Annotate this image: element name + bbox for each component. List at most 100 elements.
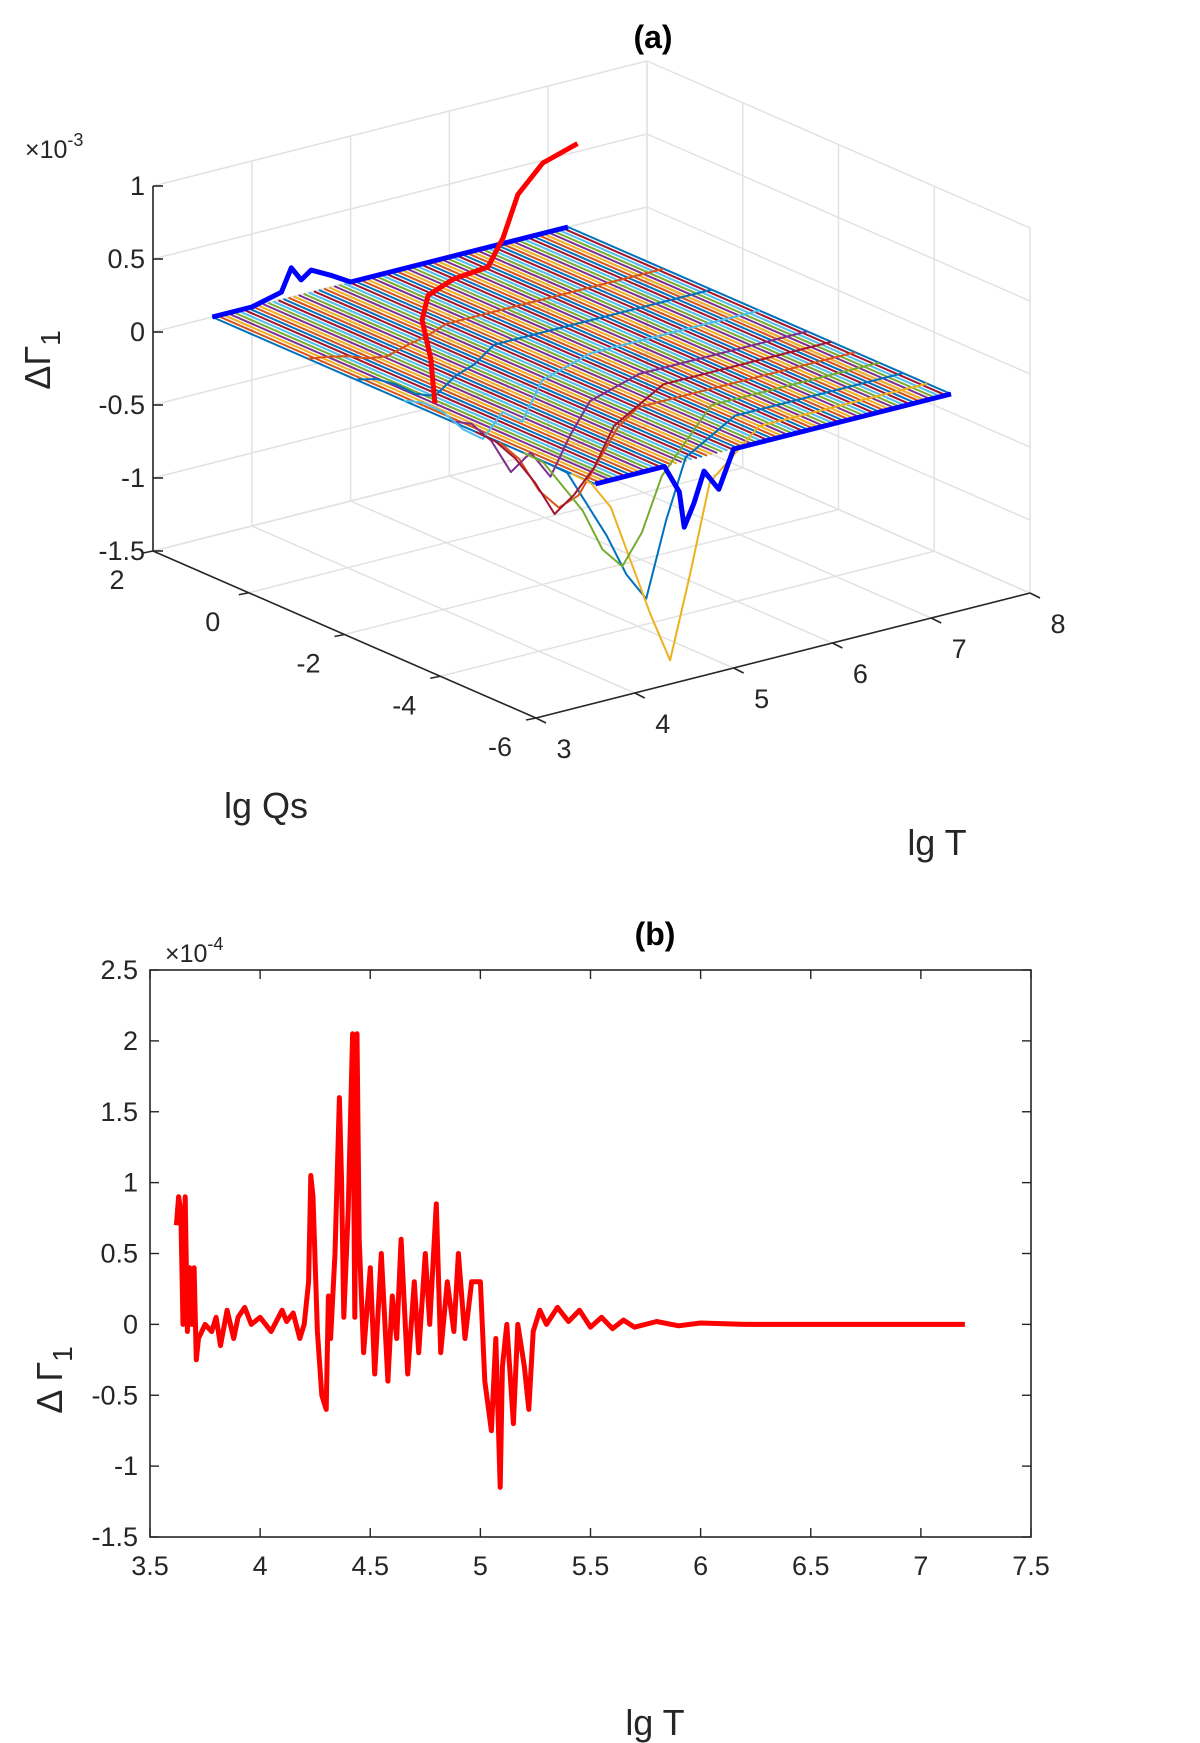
panel-b-y-exponent: ×10-4 <box>165 934 223 968</box>
surface-line <box>323 287 708 457</box>
panel-b-title: (b) <box>635 916 676 952</box>
x-tick-mark <box>832 642 843 649</box>
y-tick-label: 1.5 <box>100 1097 138 1127</box>
surface-line <box>349 281 733 451</box>
y-tick-label: -6 <box>488 732 512 762</box>
grid-line <box>646 60 1031 229</box>
surface-line <box>318 289 703 458</box>
x-tick-label: 7.5 <box>1012 1551 1050 1581</box>
plot-area <box>149 969 1032 1538</box>
surface-line <box>303 292 688 462</box>
x-tick-label: 5 <box>754 684 769 714</box>
surface-line <box>343 282 728 452</box>
series-line <box>570 382 928 662</box>
x-axis-line <box>535 592 1031 719</box>
z-tick-label: -1.5 <box>98 536 145 566</box>
x-tick-mark <box>1029 592 1041 599</box>
y-tick-label: -4 <box>392 690 416 720</box>
x-tick-label: 6.5 <box>792 1551 830 1581</box>
x-tick-label: 3.5 <box>131 1551 169 1581</box>
grid-line <box>440 550 935 677</box>
x-tick-label: 7 <box>952 634 967 664</box>
z-tick-label: -0.5 <box>98 390 145 420</box>
panel-b-plot: 3.5 4 4.5 5 5.5 6 6.5 7 7.5 2.5 2 1.5 1 0.5 0 -0.5 -1 -1.… <box>91 955 1049 1581</box>
surface-line <box>262 303 647 473</box>
surface-line <box>283 298 667 467</box>
panel-b-y-axis-label: Δ Γ1 <box>29 1346 78 1413</box>
y-tick-label: 2 <box>109 565 124 595</box>
y-tick-label: 0 <box>205 607 220 637</box>
surface-line <box>394 269 779 439</box>
grid-line <box>344 508 839 636</box>
grid-line <box>152 133 648 260</box>
x-tick-mark <box>733 667 744 674</box>
surface-line <box>338 283 723 453</box>
x-tick-label: 6 <box>853 659 868 689</box>
grid-line <box>646 133 1031 302</box>
series-line <box>307 267 664 360</box>
surface-line <box>384 272 769 442</box>
z-tick-label: 0.5 <box>107 244 145 274</box>
surface-line <box>272 300 657 470</box>
panel-a-y-axis-label: lg Qs <box>224 785 308 826</box>
series-line <box>475 340 832 515</box>
surface-line <box>354 280 738 449</box>
x-tick-mark <box>634 692 646 699</box>
surface-line <box>364 277 749 447</box>
y-tick-mark <box>238 591 249 596</box>
panel-a-ticks: 3 4 5 6 7 8 2 0 -2 -4 -6 1 0.5 0 -0.5 -1 -1.5 <box>98 171 1065 764</box>
x-tick-label: 8 <box>1050 609 1065 639</box>
surface-line <box>379 273 764 443</box>
surface-line <box>222 313 606 483</box>
grid-line <box>152 352 648 479</box>
surface-line <box>277 299 662 469</box>
z-tick-label: 1 <box>130 171 145 201</box>
grid-line <box>152 425 648 552</box>
x-tick-label: 5.5 <box>572 1551 610 1581</box>
y-tick-mark <box>430 675 441 680</box>
y-tick-label: -2 <box>296 649 320 679</box>
x-tick-label: 7 <box>913 1551 928 1581</box>
surface-line <box>216 314 601 484</box>
y-tick-label: -1 <box>114 1451 138 1481</box>
x-tick-label: 3 <box>556 734 571 764</box>
grid-line <box>152 60 648 187</box>
series-line <box>403 309 760 440</box>
panel-a-x-axis-label: lg T <box>907 822 966 863</box>
x-tick-mark <box>930 617 942 624</box>
surface-line <box>328 286 713 456</box>
surface-line <box>333 285 718 455</box>
series-line <box>211 224 569 320</box>
y-tick-label: 0.5 <box>100 1239 138 1269</box>
y-tick-mark <box>334 633 345 638</box>
grid-line <box>248 467 743 594</box>
surface-line <box>267 301 652 471</box>
surface-line <box>227 312 611 482</box>
surface-line <box>252 305 637 475</box>
grid-line <box>646 206 1031 375</box>
surface-line <box>237 309 622 479</box>
surface-line <box>389 271 774 440</box>
surface-line <box>313 290 698 460</box>
panel-a-title: (a) <box>633 19 672 55</box>
surface-line <box>298 294 683 464</box>
surface-line <box>374 274 759 444</box>
x-tick-label: 4.5 <box>351 1551 389 1581</box>
surface-line <box>308 291 693 461</box>
panel-b: (b) 3.5 4 4.5 5 5.5 6 6.5 7 7.5 2.5 2 1.5 1 0.5 0 -0.5 -… <box>29 916 1050 1743</box>
panel-a-z-axis-label: ΔΓ1 <box>17 330 66 389</box>
z-tick-label: 0 <box>130 317 145 347</box>
series-line <box>594 391 952 530</box>
series-line <box>523 361 880 568</box>
x-tick-label: 4 <box>253 1551 268 1581</box>
x-tick-label: 5 <box>473 1551 488 1581</box>
z-tick-label: -1 <box>121 463 145 493</box>
y-tick-label: -0.5 <box>91 1380 138 1410</box>
panel-b-x-axis-label: lg T <box>625 1702 684 1743</box>
panel-a-series <box>211 141 952 662</box>
surface-line <box>257 304 642 474</box>
y-tick-label: 0 <box>123 1309 138 1339</box>
surface-line <box>369 276 754 446</box>
